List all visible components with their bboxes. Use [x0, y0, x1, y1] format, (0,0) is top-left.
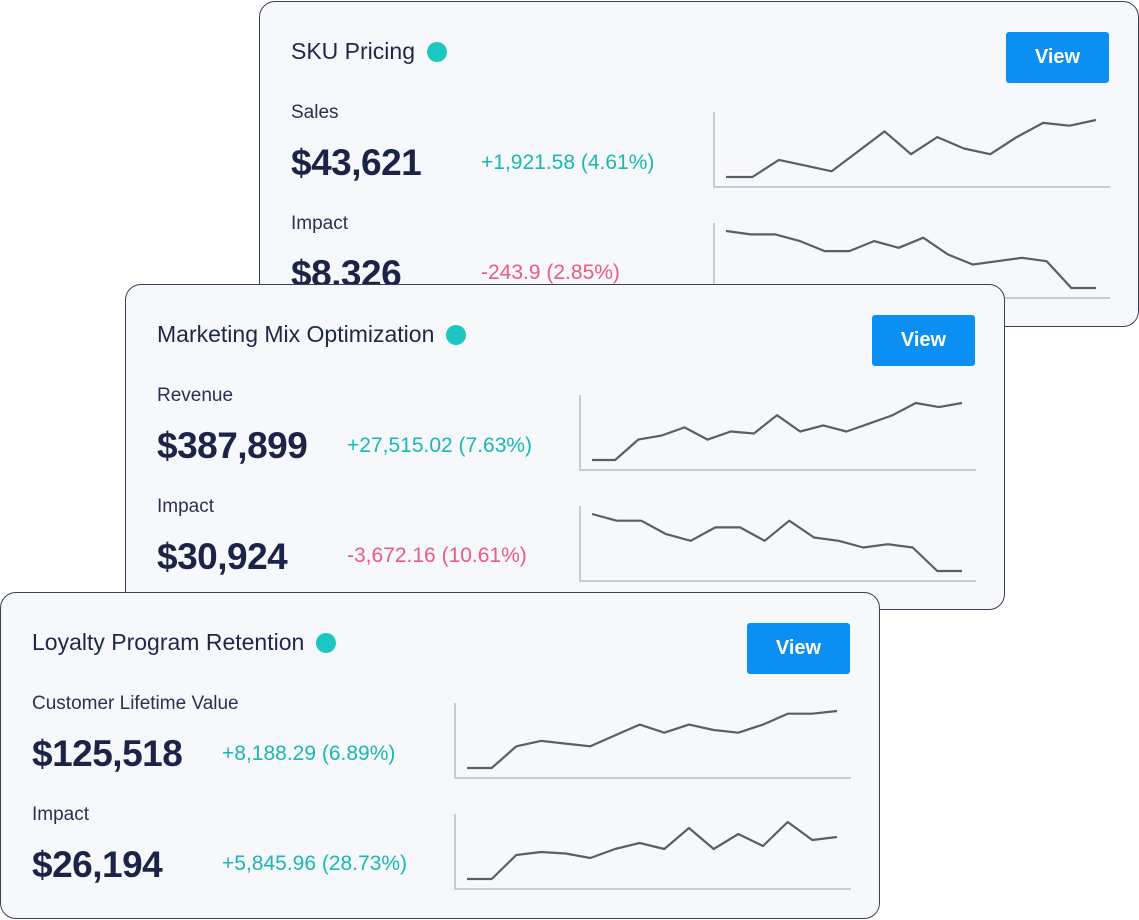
card-title-text: Loyalty Program Retention: [32, 629, 305, 655]
metric-label: Impact: [291, 213, 349, 234]
card-loyalty-program-retention: Loyalty Program Retention View Customer …: [0, 592, 880, 919]
status-dot-icon: [426, 41, 447, 62]
sparkline-series: [467, 709, 838, 770]
sparkline-series: [591, 512, 962, 573]
metric-label: Impact: [157, 496, 215, 517]
metric-change: +8,188.29 (6.89%): [222, 742, 396, 765]
metric-value: $125,518: [32, 733, 183, 774]
card-title-text: SKU Pricing: [291, 38, 415, 64]
metric-value: $26,194: [32, 844, 163, 885]
sparkline-series: [467, 820, 838, 881]
metric-change: +1,921.58 (4.61%): [481, 151, 655, 174]
card-sku-pricing: SKU Pricing View Sales $43,621 +1,921.58…: [259, 1, 1139, 327]
metric-label: Sales: [291, 102, 339, 123]
metric-label: Customer Lifetime Value: [32, 693, 239, 714]
metric-value: $387,899: [157, 425, 308, 466]
view-button[interactable]: View: [747, 623, 850, 674]
sparkline-series: [726, 118, 1097, 179]
sparkline: [713, 112, 1110, 188]
sparkline: [454, 814, 851, 890]
metric-label: Revenue: [157, 385, 234, 406]
card-marketing-mix-optimization: Marketing Mix Optimization View Revenue …: [125, 284, 1005, 610]
sparkline: [579, 506, 976, 582]
card-title: SKU Pricing: [291, 38, 447, 65]
sparkline-series: [592, 401, 963, 462]
metric-change: -3,672.16 (10.61%): [347, 544, 527, 567]
card-title: Loyalty Program Retention: [32, 629, 337, 656]
metric-change: -243.9 (2.85%): [481, 261, 620, 284]
view-button[interactable]: View: [872, 315, 975, 366]
view-button[interactable]: View: [1006, 32, 1109, 83]
sparkline: [454, 703, 851, 779]
sparkline-series: [725, 229, 1096, 290]
metric-value: $43,621: [291, 142, 422, 183]
metric-label: Impact: [32, 804, 90, 825]
card-title-text: Marketing Mix Optimization: [157, 321, 435, 347]
metric-change: +27,515.02 (7.63%): [347, 434, 533, 457]
sparkline: [579, 395, 976, 471]
metric-change: +5,845.96 (28.73%): [222, 852, 408, 875]
status-dot-icon: [316, 632, 337, 653]
card-title: Marketing Mix Optimization: [157, 321, 467, 348]
metric-value: $30,924: [157, 536, 288, 577]
status-dot-icon: [446, 324, 467, 345]
